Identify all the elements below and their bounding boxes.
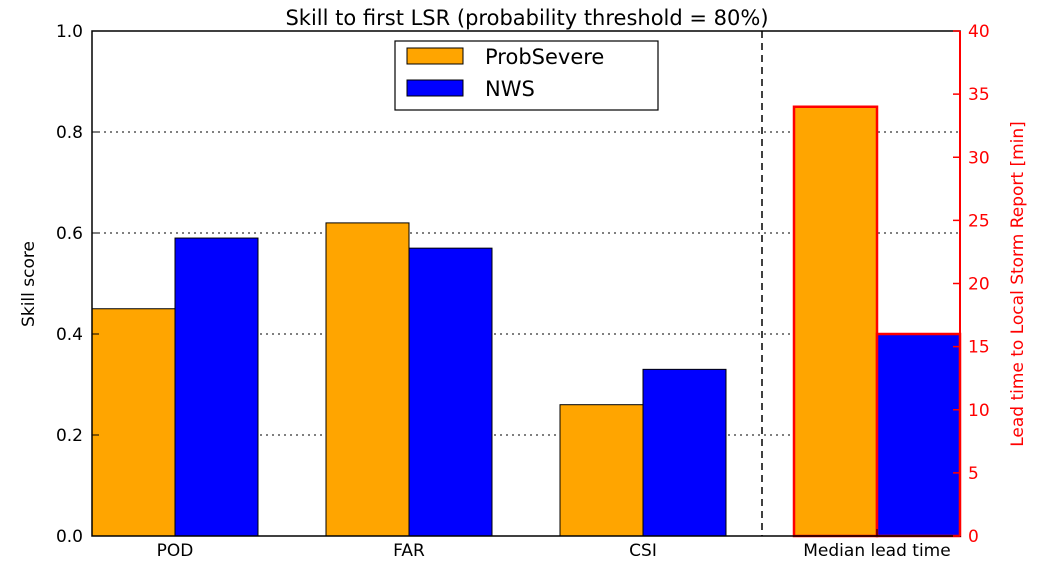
x-axis: POD FAR CSI Median lead time: [157, 529, 951, 561]
chart-title: Skill to first LSR (probability threshol…: [285, 6, 768, 30]
x-tick-label: Median lead time: [803, 541, 950, 561]
y-tick-label: 0.0: [56, 527, 83, 547]
right-y-tick-label: 20: [968, 275, 990, 295]
legend-swatch-probsevere: [406, 47, 464, 65]
y-tick-label: 0.8: [56, 123, 83, 143]
right-y-axis-label: Lead time to Local Storm Report [min]: [1008, 121, 1028, 447]
legend-label-nws: NWS: [485, 77, 535, 101]
y-tick-label: 1.0: [56, 22, 83, 42]
right-y-tick-label: 35: [968, 85, 990, 105]
right-y-tick-label: 40: [968, 22, 990, 42]
y-tick-label: 0.4: [56, 325, 83, 345]
bar-pod-nws: [174, 237, 259, 537]
right-y-tick-label: 10: [968, 401, 990, 421]
x-tick-label: CSI: [629, 541, 657, 561]
x-tick-label: FAR: [393, 541, 425, 561]
right-y-tick-label: 15: [968, 338, 990, 358]
legend-swatch-nws: [406, 79, 464, 97]
bar-csi-nws: [642, 368, 727, 537]
y-tick-label: 0.6: [56, 224, 83, 244]
legend-label-probsevere: ProbSevere: [485, 45, 604, 69]
bars: [91, 105, 962, 538]
y-tick-label: 0.2: [56, 426, 83, 446]
bar-pod-probsevere: [91, 308, 176, 537]
bar-far-probsevere: [325, 222, 410, 537]
bar-median-lead-time-probsevere: [792, 105, 879, 538]
bar-csi-probsevere: [559, 404, 644, 537]
legend: ProbSevere NWS: [394, 40, 659, 111]
right-y-tick-label: 0: [968, 527, 979, 547]
bar-median-lead-time-nws: [875, 332, 962, 538]
right-y-axis: 0 5 10 15 20 25 30 35 40: [953, 22, 990, 547]
right-y-tick-label: 5: [968, 464, 979, 484]
x-tick-label: POD: [157, 541, 194, 561]
bar-far-nws: [408, 247, 493, 537]
right-y-tick-label: 30: [968, 148, 990, 168]
y-axis-label: Skill score: [19, 241, 39, 327]
right-y-tick-label: 25: [968, 211, 990, 231]
left-y-axis: 0.0 0.2 0.4 0.6 0.8 1.0: [56, 22, 99, 547]
